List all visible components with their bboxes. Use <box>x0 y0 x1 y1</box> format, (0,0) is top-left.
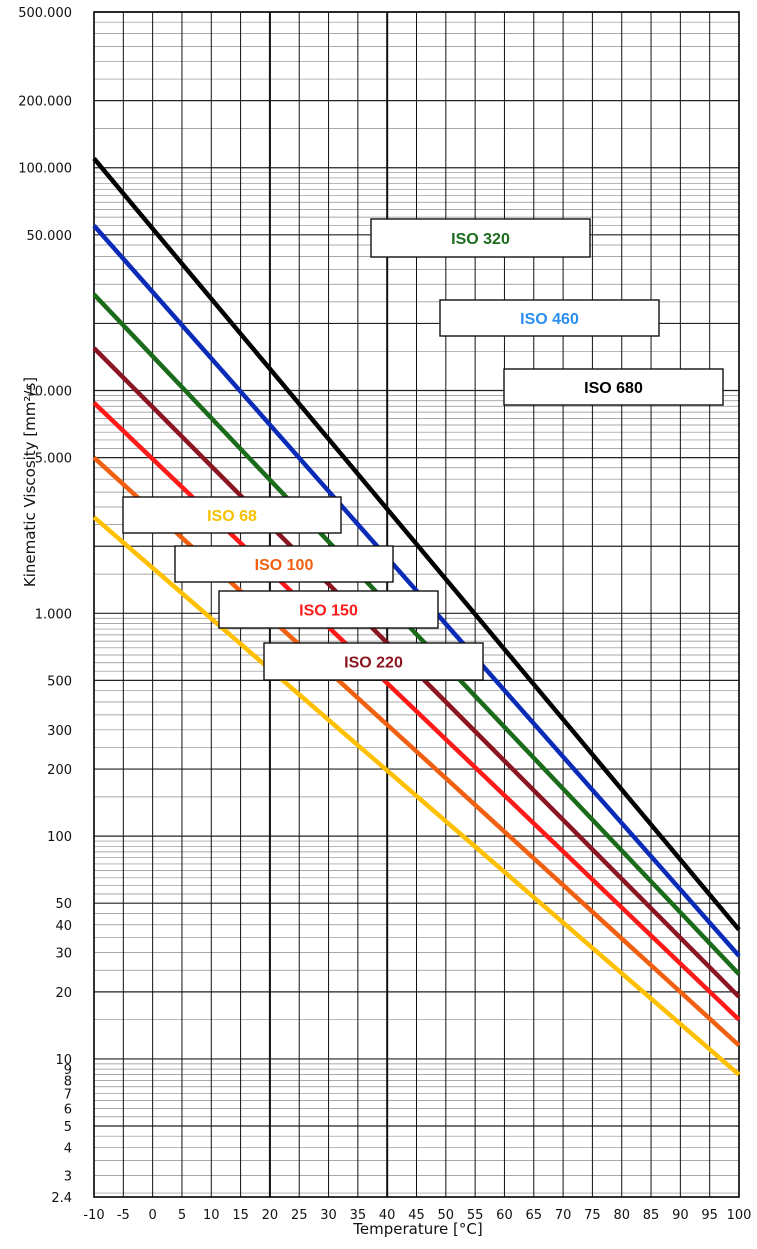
y-tick-label: 40 <box>55 919 72 934</box>
label-box-frame <box>370 218 591 258</box>
label-box-frame <box>174 545 394 583</box>
label-box-iso-150: ISO 150 <box>218 590 439 629</box>
y-tick-label: 10 <box>55 1053 72 1068</box>
y-tick-label: 50 <box>55 897 72 912</box>
label-box-text: ISO 460 <box>520 311 579 328</box>
label-box-iso-100: ISO 100 <box>174 545 394 583</box>
x-tick-label: 25 <box>291 1208 308 1223</box>
x-tick-label: 50 <box>438 1208 455 1223</box>
x-tick-label: 90 <box>672 1208 689 1223</box>
x-tick-label: 85 <box>643 1208 660 1223</box>
series-line-iso-68 <box>92 515 741 1077</box>
series-line-iso-680 <box>92 157 741 932</box>
label-box-frame <box>503 368 724 406</box>
label-box-iso-220: ISO 220 <box>263 642 484 681</box>
y-tick-label: 100 <box>47 830 72 845</box>
x-tick-label: 35 <box>350 1208 367 1223</box>
x-tick-label: 15 <box>232 1208 249 1223</box>
plot-frame <box>93 11 740 1198</box>
y-tick-label: 10.000 <box>27 385 73 400</box>
x-tick-label: 40 <box>379 1208 396 1223</box>
label-box-text: ISO 320 <box>451 231 510 248</box>
label-box-text: ISO 220 <box>344 655 403 672</box>
x-tick-label: 0 <box>148 1208 156 1223</box>
label-box-frame <box>122 496 342 534</box>
y-tick-label: 6 <box>64 1102 72 1117</box>
x-axis-ticks: -10 -5 0 5 10 15 20 25 30 35 40 45 50 55 60 65 70 75 80 85 9… <box>83 1208 751 1223</box>
x-tick-label: 75 <box>584 1208 601 1223</box>
y-tick-label: 4 <box>64 1142 72 1157</box>
x-tick-label: 100 <box>727 1208 752 1223</box>
x-tick-label: 55 <box>467 1208 484 1223</box>
y-axis-label: Kinematic Viscosity [mm²/s] <box>21 377 39 587</box>
y-tick-label: 1.000 <box>35 607 72 622</box>
y-tick-label: 500.000 <box>18 6 72 21</box>
y-tick-label: 9 <box>64 1063 72 1078</box>
label-box-text: ISO 68 <box>207 508 257 525</box>
x-tick-label: 65 <box>525 1208 542 1223</box>
x-tick-label: 45 <box>408 1208 425 1223</box>
y-tick-label: 20 <box>55 986 72 1001</box>
y-tick-label: 100.000 <box>18 162 72 177</box>
y-tick-label: 3 <box>64 1169 72 1184</box>
x-tick-label: 95 <box>701 1208 718 1223</box>
x-tick-label: 10 <box>203 1208 220 1223</box>
chart-grid <box>93 11 740 1198</box>
y-tick-label: 5.000 <box>35 452 72 467</box>
x-tick-label: 70 <box>555 1208 572 1223</box>
x-tick-label: 20 <box>262 1208 279 1223</box>
y-tick-label: 7 <box>64 1087 72 1102</box>
y-axis-ticks: 500.000 200.000 100.000 50.000 10.000 5.000 1.… <box>18 6 72 1206</box>
x-tick-label: 5 <box>178 1208 186 1223</box>
y-tick-label: 8 <box>64 1075 72 1090</box>
x-tick-label: 80 <box>613 1208 630 1223</box>
y-tick-label: 300 <box>47 724 72 739</box>
label-box-text: ISO 100 <box>255 557 314 574</box>
y-tick-label: 5 <box>64 1120 72 1135</box>
label-box-text: ISO 150 <box>299 603 358 620</box>
y-tick-label: 200 <box>47 763 72 778</box>
label-box-frame <box>263 642 484 681</box>
x-tick-label: 30 <box>320 1208 337 1223</box>
label-box-iso-68: ISO 68 <box>122 496 342 534</box>
x-tick-label: -10 <box>83 1208 104 1223</box>
series-line-iso-320 <box>92 292 741 976</box>
label-box-iso-680: ISO 680 <box>503 368 724 406</box>
label-box-frame <box>439 299 660 337</box>
y-tick-label: 200.000 <box>18 95 72 110</box>
label-box-text: ISO 680 <box>584 380 643 397</box>
y-tick-label: 30 <box>55 947 72 962</box>
x-tick-label: 60 <box>496 1208 513 1223</box>
x-axis-label: Temperature [°C] <box>352 1220 482 1238</box>
y-tick-label: 50.000 <box>27 229 73 244</box>
label-box-iso-460: ISO 460 <box>439 299 660 337</box>
label-box-frame <box>218 590 439 629</box>
y-tick-label: 500 <box>47 674 72 689</box>
x-tick-label: -5 <box>117 1208 130 1223</box>
label-box-iso-320: ISO 320 <box>370 218 591 258</box>
series-label-boxes: ISO 320 ISO 460 ISO 680 ISO 68 ISO 100 ISO 15… <box>122 218 724 681</box>
y-tick-label: 2.4 <box>51 1191 72 1206</box>
